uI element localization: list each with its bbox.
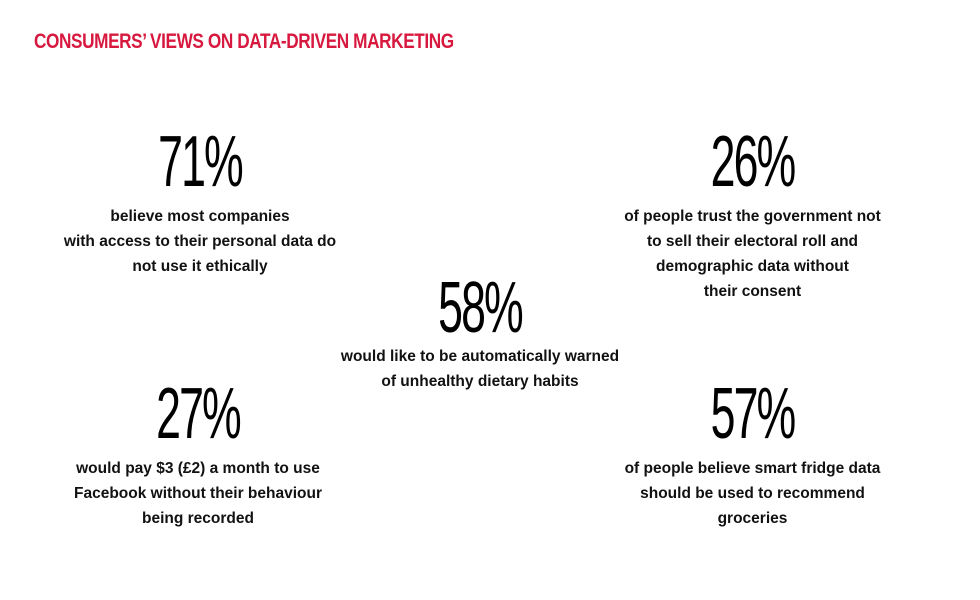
stat-description: of people believe smart fridge data shou… [624,460,881,527]
stat-description: believe most companies with access to th… [63,208,337,275]
stat-percentage: 71% [158,122,244,202]
stat-description: would like to be automatically warned of… [340,348,620,390]
stat-description: of people trust the government not to se… [624,208,881,300]
stat-percentage: 57% [710,374,797,454]
stat-description: would pay $3 (£2) a month to use Faceboo… [73,460,323,527]
stat-27: 27% would pay $3 (£2) a month to use Fac… [48,378,348,531]
stat-57: 57% of people believe smart fridge data … [600,378,905,531]
stat-percentage: 58% [438,268,524,348]
stat-percentage: 26% [710,122,797,202]
stat-26: 26% of people trust the government not t… [600,126,905,304]
stat-percentage: 27% [156,374,242,454]
stat-58: 58% would like to be automatically warne… [320,272,640,394]
stat-71: 71% believe most companies with access t… [40,126,360,279]
page-title: CONSUMERS’ VIEWS ON DATA-DRIVEN MARKETIN… [34,30,454,53]
